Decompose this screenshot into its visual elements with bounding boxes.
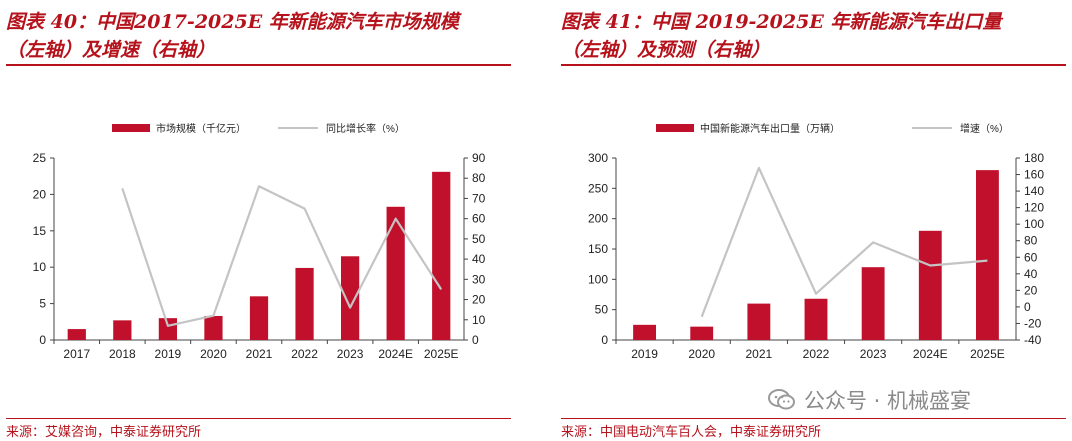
bar (113, 320, 132, 340)
y2-tick-label: -20 (1024, 316, 1042, 330)
bar (204, 315, 223, 340)
y2-tick-label: 40 (472, 252, 486, 266)
source-rule (561, 418, 1066, 419)
source-note: 来源：中国电动汽车百人会，中泰证券研究所 (561, 425, 822, 440)
legend-label: 同比增长率（%） (326, 122, 405, 135)
y2-tick-label: 70 (472, 191, 486, 205)
legend-label: 增速（%） (960, 122, 1009, 135)
x-tick-label: 2023 (337, 347, 364, 361)
x-tick-label: 2020 (688, 347, 715, 361)
y2-tick-label: 30 (472, 272, 486, 286)
bar (976, 170, 999, 340)
y-tick-label: 100 (588, 272, 608, 286)
y2-tick-label: 40 (1024, 267, 1038, 281)
title-rule (561, 64, 1066, 66)
bar (747, 303, 771, 340)
chart-market-size: 市场规模（千亿元） 同比增长率（%） 0 5 10 15 20 25 0 10 20 30 40 50 60… (33, 122, 486, 361)
series-line (121, 185, 443, 327)
series-line (700, 166, 988, 318)
y-tick-label: 25 (33, 151, 47, 165)
bar (341, 256, 360, 340)
bar (158, 318, 177, 340)
y-tick-label: 15 (33, 224, 47, 238)
bar (249, 296, 269, 340)
y2-tick-label: 180 (1024, 151, 1044, 165)
y2-tick-label: 20 (472, 293, 486, 307)
legend-label: 市场规模（千亿元） (156, 122, 246, 135)
x-tick-label: 2021 (746, 347, 773, 361)
legend-swatch-bar (112, 124, 150, 132)
legend-swatch-bar (656, 124, 694, 132)
x-tick-label: 2021 (246, 347, 273, 361)
x-tick-label: 2019 (155, 347, 182, 361)
bar (633, 324, 656, 340)
x-tick-label: 2024E (913, 347, 948, 361)
y2-tick-label: 160 (1024, 168, 1044, 182)
y2-tick-label: 10 (472, 313, 486, 327)
x-tick-label: 2022 (803, 347, 830, 361)
chart-title-line1: 图表 40：中国2017-2025E 年新能源汽车市场规模 (6, 11, 459, 33)
bar (804, 298, 828, 340)
x-tick-label: 2020 (200, 347, 227, 361)
y-tick-label: 0 (39, 333, 46, 347)
source-rule (6, 418, 511, 419)
y-tick-label: 0 (601, 333, 608, 347)
y2-tick-label: 60 (1024, 250, 1038, 264)
watermark: 公众号 · 机械盛宴 (768, 384, 1058, 416)
x-tick-label: 2018 (109, 347, 136, 361)
bar (295, 267, 314, 340)
y2-tick-label: 20 (1024, 283, 1038, 297)
y-tick-label: 20 (33, 187, 47, 201)
x-tick-label: 2023 (860, 347, 887, 361)
y2-tick-label: 80 (472, 171, 486, 185)
bar (918, 230, 942, 340)
y-tick-label: 50 (595, 303, 609, 317)
x-tick-label: 2022 (291, 347, 318, 361)
y-tick-label: 10 (33, 260, 47, 274)
y2-tick-label: 120 (1024, 201, 1044, 215)
y2-tick-label: 140 (1024, 184, 1044, 198)
chart-export-volume: 中国新能源汽车出口量（万辆） 增速（%）050100150200250300-40… (588, 122, 1044, 361)
y2-tick-label: 80 (1024, 234, 1038, 248)
y2-tick-label: 0 (472, 333, 479, 347)
bar (432, 171, 451, 340)
chart-title-line1: 图表 41：中国 2019-2025E 年新能源汽车出口量 (561, 11, 1002, 33)
y2-tick-label: 50 (472, 232, 486, 246)
watermark-text: 公众号 · 机械盛宴 (804, 389, 972, 413)
legend-label: 中国新能源汽车出口量（万辆） (700, 122, 840, 135)
chart-title-line2: （左轴）及预测（右轴） (561, 39, 771, 61)
chart-title-line2: （左轴）及增速（右轴） (6, 39, 216, 61)
x-tick-label: 2019 (631, 347, 658, 361)
source-note: 来源：艾媒咨询，中泰证券研究所 (6, 425, 202, 440)
x-tick-label: 2025E (424, 347, 459, 361)
x-tick-label: 2017 (63, 347, 90, 361)
bar (67, 329, 86, 340)
y2-tick-label: 90 (472, 151, 486, 165)
y2-tick-label: 100 (1024, 217, 1044, 231)
y2-tick-label: 60 (472, 212, 486, 226)
y2-tick-label: 0 (1024, 300, 1031, 314)
bar (861, 267, 885, 340)
y-tick-label: 300 (588, 151, 608, 165)
x-tick-label: 2025E (970, 347, 1005, 361)
y-tick-label: 250 (588, 181, 608, 195)
x-tick-label: 2024E (378, 347, 413, 361)
y2-tick-label: -40 (1024, 333, 1042, 347)
wechat-icon (768, 389, 796, 411)
y-tick-label: 5 (39, 297, 46, 311)
y-tick-label: 150 (588, 242, 608, 256)
bar (386, 206, 405, 340)
title-rule (6, 64, 511, 66)
y-tick-label: 200 (588, 212, 608, 226)
bar (690, 326, 714, 340)
